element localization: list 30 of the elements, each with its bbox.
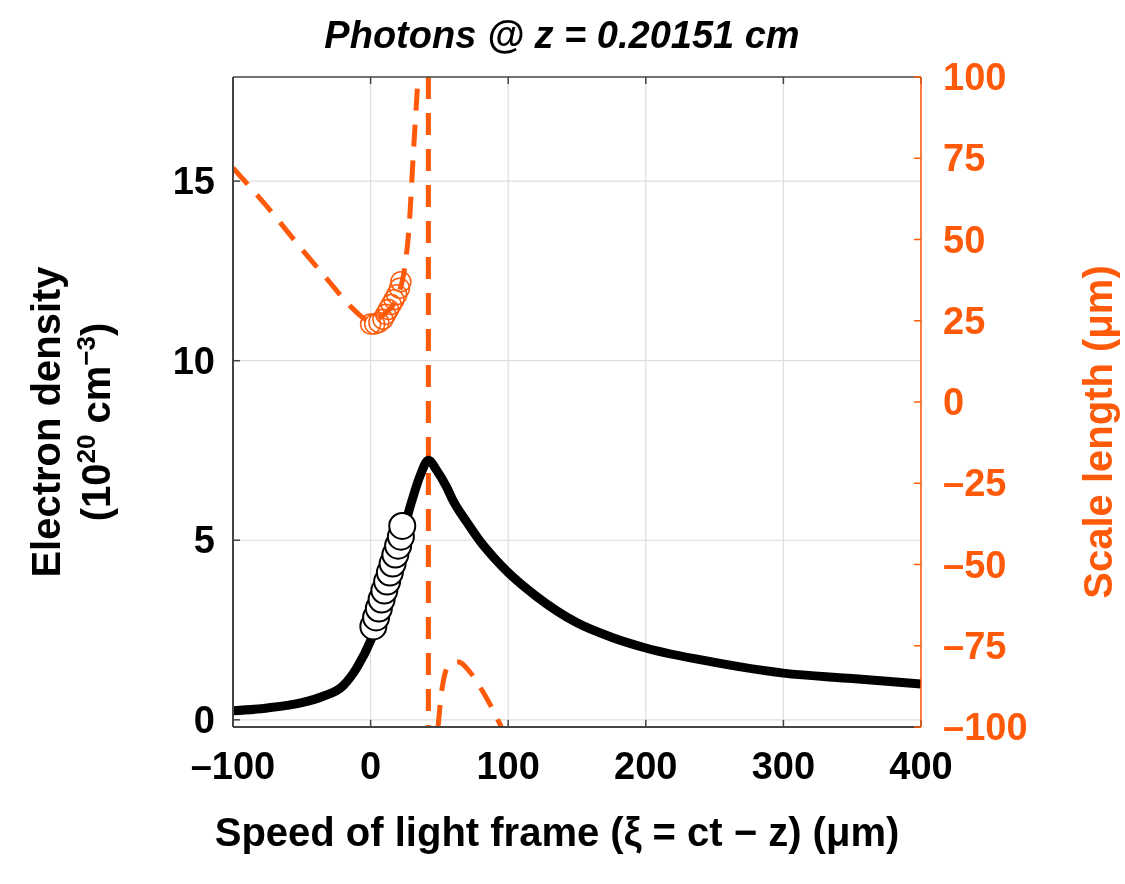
y-tick-label: 0 xyxy=(193,698,215,741)
x-tick-label: 300 xyxy=(751,745,816,787)
point xyxy=(388,511,417,540)
y2-tick-label: –50 xyxy=(943,543,1007,586)
x-tick-label: 0 xyxy=(360,745,382,787)
y2-tick-label: 0 xyxy=(943,381,965,423)
y2-tick-label: 50 xyxy=(943,218,986,261)
x-tick-label: 200 xyxy=(614,745,678,787)
y-tick-label: 5 xyxy=(193,519,215,562)
y2-tick-label: –75 xyxy=(943,624,1007,667)
point xyxy=(374,303,397,325)
y2-tick-label: –100 xyxy=(943,706,1028,748)
x-tick-label: 400 xyxy=(889,745,953,787)
y-tick-label: 15 xyxy=(172,160,215,203)
y-tick-label: 10 xyxy=(172,339,215,382)
x-tick-label: –100 xyxy=(190,745,276,787)
point xyxy=(377,298,400,321)
point xyxy=(385,284,408,306)
y2-tick-label: 75 xyxy=(943,137,986,180)
y2-tick-label: 25 xyxy=(943,299,986,342)
chart-title: Photons @ z = 0.20151 cm xyxy=(324,14,800,56)
y2-axis-title: Scale length (μm) xyxy=(1076,265,1120,599)
x-tick-label: 100 xyxy=(476,745,540,787)
point xyxy=(388,277,411,299)
point xyxy=(390,271,412,293)
y2-tick-label: –25 xyxy=(943,462,1007,505)
point xyxy=(380,293,402,316)
y2-tick-label: 100 xyxy=(943,56,1007,98)
x-axis-title: Speed of light frame (ξ = ct − z) (μm) xyxy=(214,810,900,854)
point xyxy=(383,288,405,311)
